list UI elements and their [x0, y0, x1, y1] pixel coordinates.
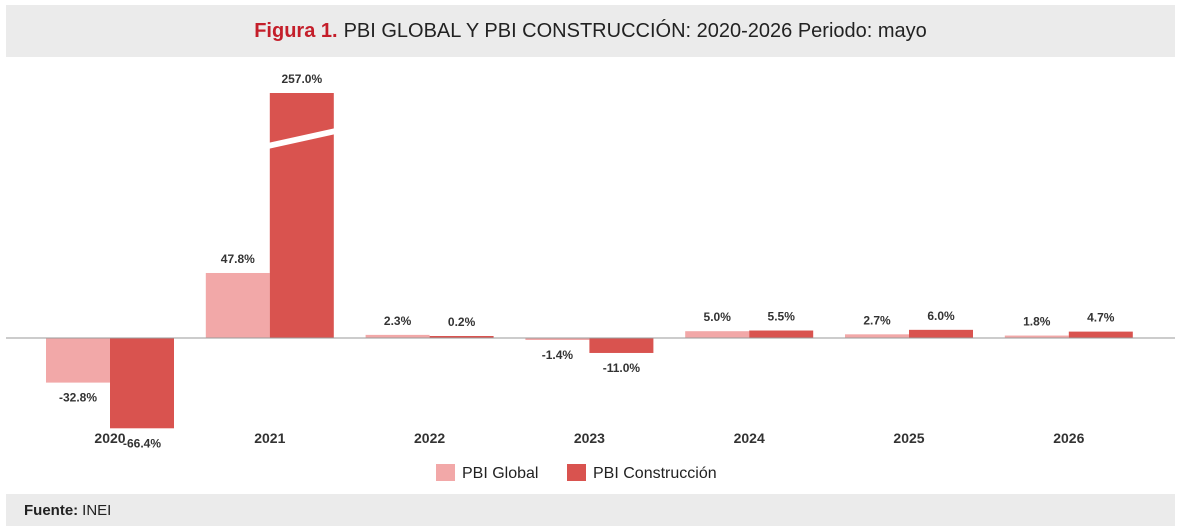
- x-tick-label-2022: 2022: [414, 430, 445, 446]
- bar-pbi-construccion-2026: [1068, 331, 1133, 338]
- data-label-pbi-global-2025: 2.7%: [863, 313, 891, 327]
- axis-break-mark: [267, 128, 336, 149]
- legend: PBI Global PBI Construcción: [436, 464, 717, 482]
- bar-pbi-construccion-2022: [429, 336, 494, 338]
- bar-pbi-construccion-2021: [269, 93, 334, 338]
- data-label-pbi-construccion-2020: -66.4%: [123, 436, 161, 450]
- data-label-pbi-construccion-2025: 6.0%: [927, 309, 955, 323]
- x-tick-label-2021: 2021: [254, 430, 285, 446]
- data-label-pbi-construccion-2022: 0.2%: [448, 315, 476, 329]
- bar-pbi-construccion-2024: [749, 330, 814, 338]
- bar-pbi-global-2026: [1004, 335, 1069, 338]
- source-value: INEI: [82, 501, 112, 519]
- data-label-pbi-construccion-2023: -11.0%: [603, 361, 641, 375]
- labels-layer: -32.8% -66.4%2020 47.8% 257.0% 2021 2.3% 0.2% 2…: [59, 72, 1115, 450]
- figure-title: Figura 1. PBI GLOBAL Y PBI CONSTRUCCIÓN:…: [6, 5, 1175, 57]
- data-label-pbi-global-2020: -32.8%: [59, 391, 97, 405]
- bar-pbi-global-2023: [525, 338, 590, 340]
- figure-label: Figura 1.: [254, 19, 338, 42]
- x-tick-label-2025: 2025: [893, 430, 924, 446]
- x-tick-label-2024: 2024: [734, 430, 765, 446]
- bar-pbi-global-2021: [205, 272, 270, 338]
- bar-pbi-global-2022: [365, 334, 430, 338]
- bar-pbi-construccion-2020: [110, 338, 174, 429]
- bars-layer: [46, 93, 1133, 429]
- bar-pbi-global-2020: [46, 338, 110, 383]
- data-label-pbi-construccion-2024: 5.5%: [768, 310, 796, 324]
- data-label-pbi-global-2023: -1.4%: [542, 348, 574, 362]
- source-note: Fuente: INEI: [6, 494, 1175, 526]
- data-label-pbi-construccion-2026: 4.7%: [1087, 311, 1115, 325]
- bar-pbi-construccion-2025: [909, 329, 973, 338]
- legend-label-1: PBI Construcción: [593, 465, 717, 482]
- data-label-pbi-construccion-2021: 257.0%: [281, 72, 322, 86]
- data-label-pbi-global-2024: 5.0%: [704, 310, 732, 324]
- figure-title-text: PBI GLOBAL Y PBI CONSTRUCCIÓN: 2020-2026…: [343, 19, 927, 42]
- source-label: Fuente:: [24, 501, 79, 519]
- legend-swatch-1: [567, 464, 586, 481]
- data-label-pbi-global-2022: 2.3%: [384, 314, 412, 328]
- data-label-pbi-global-2021: 47.8%: [221, 252, 255, 266]
- legend-label-0: PBI Global: [462, 465, 538, 482]
- bar-pbi-construccion-2023: [589, 338, 654, 353]
- legend-swatch-0: [436, 464, 455, 481]
- data-label-pbi-global-2026: 1.8%: [1023, 315, 1051, 329]
- bar-pbi-global-2024: [685, 331, 750, 338]
- x-tick-label-2023: 2023: [574, 430, 605, 446]
- x-tick-label-2026: 2026: [1053, 430, 1084, 446]
- x-tick-label-2020: 2020: [94, 430, 125, 446]
- bar-pbi-global-2025: [845, 334, 909, 338]
